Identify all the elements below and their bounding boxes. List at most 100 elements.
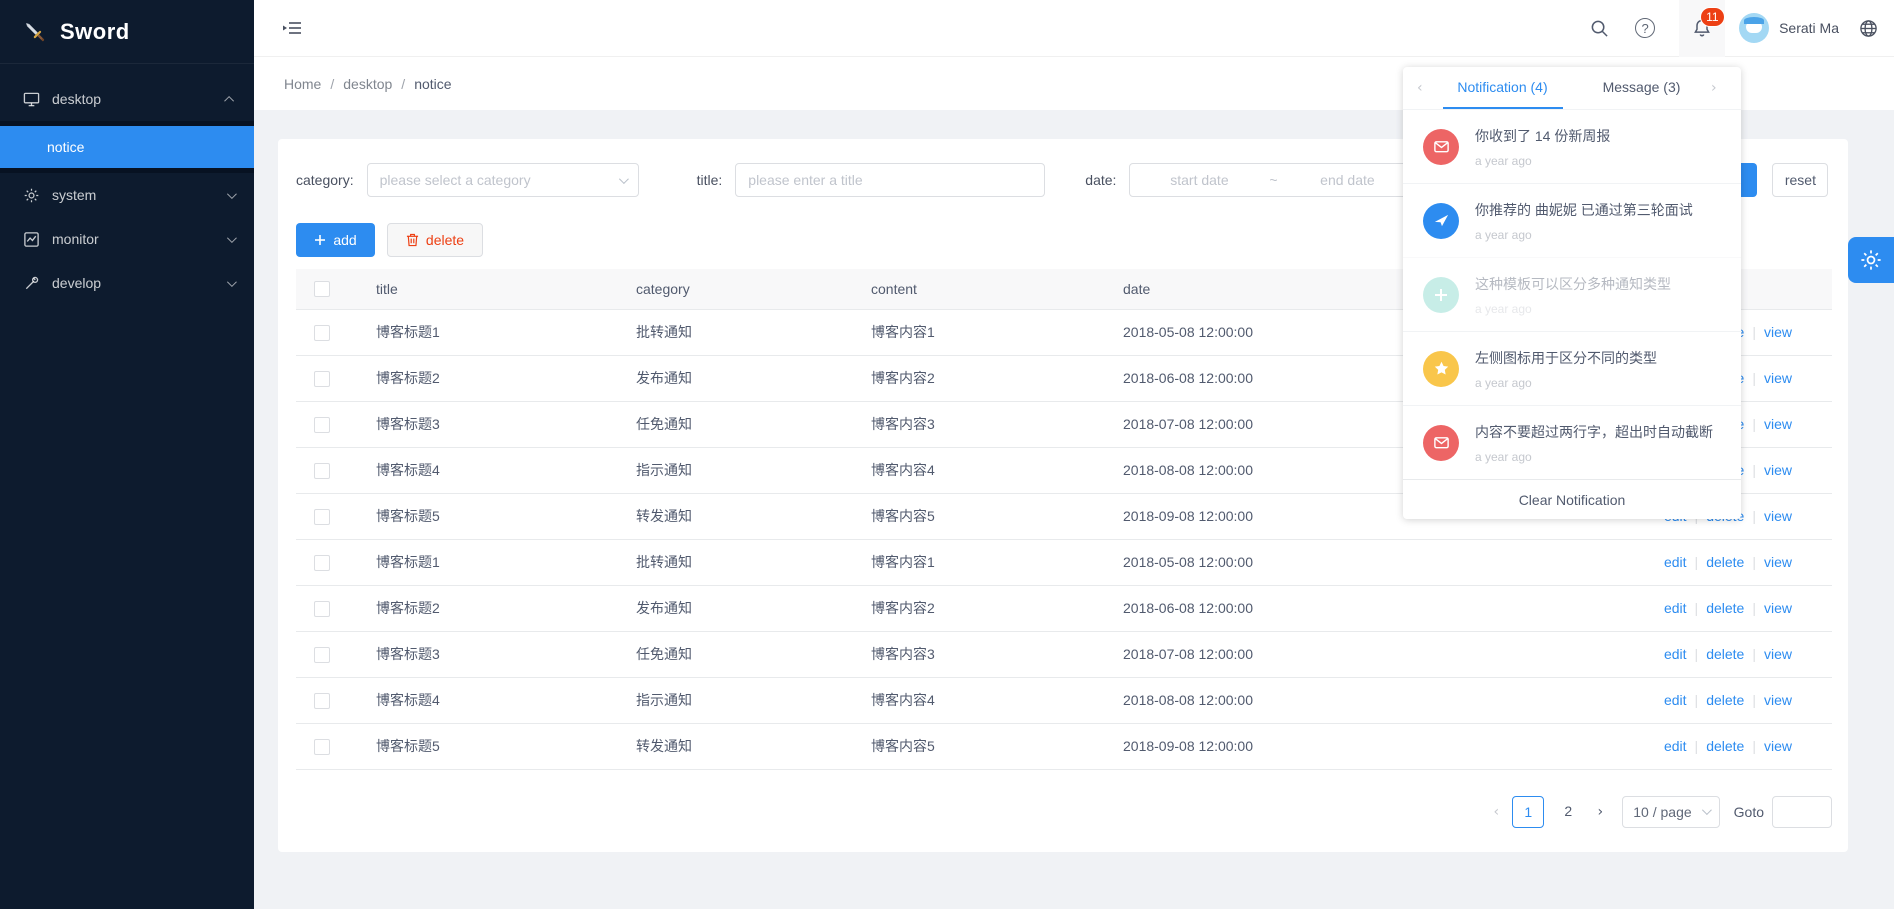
edit-link[interactable]: edit	[1663, 646, 1687, 662]
notification-item[interactable]: 这种模板可以区分多种通知类型 a year ago	[1403, 257, 1741, 331]
sidebar-item-system[interactable]: system	[0, 173, 254, 217]
page-button-1[interactable]: 1	[1512, 795, 1545, 828]
sidebar-item-label: system	[52, 187, 97, 203]
notification-item[interactable]: 内容不要超过两行字，超出时自动截断 a year ago	[1403, 405, 1741, 479]
table-row: 博客标题2 发布通知 博客内容2 2018-06-08 12:00:00 edi…	[296, 585, 1832, 632]
edit-link[interactable]: edit	[1663, 692, 1687, 708]
reset-button[interactable]: reset	[1772, 163, 1829, 197]
notification-item[interactable]: 左侧图标用于区分不同的类型 a year ago	[1403, 331, 1741, 405]
cell-category: 任免通知	[618, 631, 853, 678]
notification-item[interactable]: 你收到了 14 份新周报 a year ago	[1403, 109, 1741, 183]
cell-content: 博客内容4	[853, 447, 1105, 494]
page-size-select[interactable]: 10 / page	[1622, 795, 1720, 828]
row-checkbox[interactable]	[314, 370, 330, 387]
globe-icon[interactable]	[1859, 19, 1878, 38]
avatar[interactable]	[1739, 13, 1770, 43]
view-link[interactable]: view	[1763, 646, 1792, 662]
sidebar-item-monitor[interactable]: monitor	[0, 217, 254, 261]
theme-settings-button[interactable]	[1848, 237, 1894, 283]
view-link[interactable]: view	[1763, 370, 1792, 386]
help-icon[interactable]: ?	[1635, 18, 1656, 38]
app-logo[interactable]: Sword	[0, 0, 254, 63]
toolbar: add delete	[296, 223, 1832, 257]
select-all-checkbox[interactable]	[314, 281, 330, 298]
start-date-input[interactable]	[1140, 172, 1259, 188]
edit-link[interactable]: edit	[1663, 738, 1687, 754]
chevron-down-icon	[1701, 805, 1712, 816]
view-link[interactable]: view	[1763, 416, 1792, 432]
sidebar-item-notice[interactable]: notice	[0, 126, 254, 168]
tab-message[interactable]: Message (3)	[1602, 79, 1681, 95]
view-link[interactable]: view	[1763, 508, 1792, 524]
user-name[interactable]: Serati Ma	[1779, 20, 1839, 36]
sword-logo-icon	[22, 19, 48, 45]
tab-notification[interactable]: Notification (4)	[1433, 67, 1572, 109]
row-checkbox[interactable]	[314, 324, 330, 341]
breadcrumb-home[interactable]: Home	[284, 75, 322, 92]
cell-date: 2018-05-08 12:00:00	[1105, 539, 1535, 586]
table-body: 博客标题1 批转通知 博客内容1 2018-05-08 12:00:00 edi…	[296, 309, 1832, 770]
table-row: 博客标题5 转发通知 博客内容5 2018-09-08 12:00:00 edi…	[296, 723, 1832, 770]
title-input[interactable]	[736, 172, 1045, 188]
search-icon[interactable]	[1590, 19, 1609, 38]
tabs-prev-icon[interactable]: ‹	[1417, 80, 1423, 96]
row-checkbox[interactable]	[314, 508, 330, 525]
sidebar-item-label: develop	[52, 275, 102, 291]
view-link[interactable]: view	[1763, 462, 1792, 478]
row-checkbox[interactable]	[314, 600, 330, 617]
category-select-placeholder: please select a category	[379, 172, 531, 188]
sidebar-item-desktop[interactable]: desktop	[0, 77, 254, 121]
view-link[interactable]: view	[1763, 324, 1792, 340]
clear-notification-button[interactable]: Clear Notification	[1403, 479, 1741, 519]
cell-category: 转发通知	[618, 493, 853, 540]
notification-bell-button[interactable]: 11	[1679, 0, 1726, 57]
table-row: 博客标题5 转发通知 博客内容5 2018-09-08 12:00:00 edi…	[296, 493, 1832, 540]
cell-title: 博客标题4	[358, 677, 618, 724]
edit-link[interactable]: edit	[1663, 554, 1687, 570]
view-link[interactable]: view	[1763, 692, 1792, 708]
row-checkbox[interactable]	[314, 416, 330, 433]
end-date-input[interactable]	[1288, 172, 1407, 188]
delete-button[interactable]: delete	[387, 223, 483, 257]
sidebar-item-develop[interactable]: develop	[0, 261, 254, 305]
delete-link[interactable]: delete	[1706, 738, 1745, 754]
cell-category: 发布通知	[618, 585, 853, 632]
category-select[interactable]: please select a category	[366, 163, 639, 197]
column-header-category: category	[618, 269, 853, 310]
cell-title: 博客标题1	[358, 539, 618, 586]
add-button[interactable]: add	[296, 223, 375, 257]
cell-category: 指示通知	[618, 677, 853, 724]
mail-icon	[1423, 128, 1459, 165]
desktop-icon	[23, 91, 40, 108]
date-range-picker: ~	[1129, 163, 1442, 197]
page-button-2[interactable]: 2	[1564, 802, 1573, 819]
row-checkbox[interactable]	[314, 738, 330, 755]
main-area: ? 11 Serati Ma Home / desktop / notice	[254, 0, 1894, 909]
tabs-next-icon[interactable]: ›	[1711, 80, 1717, 96]
notification-time: a year ago	[1475, 227, 1532, 242]
delete-link[interactable]: delete	[1706, 600, 1745, 616]
view-link[interactable]: view	[1763, 738, 1792, 754]
notification-time: a year ago	[1475, 375, 1532, 390]
row-checkbox[interactable]	[314, 646, 330, 663]
delete-link[interactable]: delete	[1706, 692, 1745, 708]
plus-icon	[1423, 276, 1459, 313]
breadcrumb-separator: /	[401, 75, 406, 92]
cell-category: 转发通知	[618, 723, 853, 770]
avatar-cap	[1744, 17, 1765, 24]
notification-item[interactable]: 你推荐的 曲妮妮 已通过第三轮面试 a year ago	[1403, 183, 1741, 257]
view-link[interactable]: view	[1763, 600, 1792, 616]
next-page-button[interactable]: ›	[1597, 803, 1604, 820]
edit-link[interactable]: edit	[1663, 600, 1687, 616]
row-checkbox[interactable]	[314, 462, 330, 479]
delete-link[interactable]: delete	[1706, 646, 1745, 662]
cell-content: 博客内容4	[853, 677, 1105, 724]
row-checkbox[interactable]	[314, 554, 330, 571]
delete-link[interactable]: delete	[1706, 554, 1745, 570]
view-link[interactable]: view	[1763, 554, 1792, 570]
row-checkbox[interactable]	[314, 692, 330, 709]
cell-content: 博客内容3	[853, 631, 1105, 678]
sidebar-collapse-icon[interactable]	[282, 19, 302, 37]
prev-page-button[interactable]: ‹	[1493, 803, 1500, 820]
goto-page-input[interactable]	[1772, 795, 1832, 828]
